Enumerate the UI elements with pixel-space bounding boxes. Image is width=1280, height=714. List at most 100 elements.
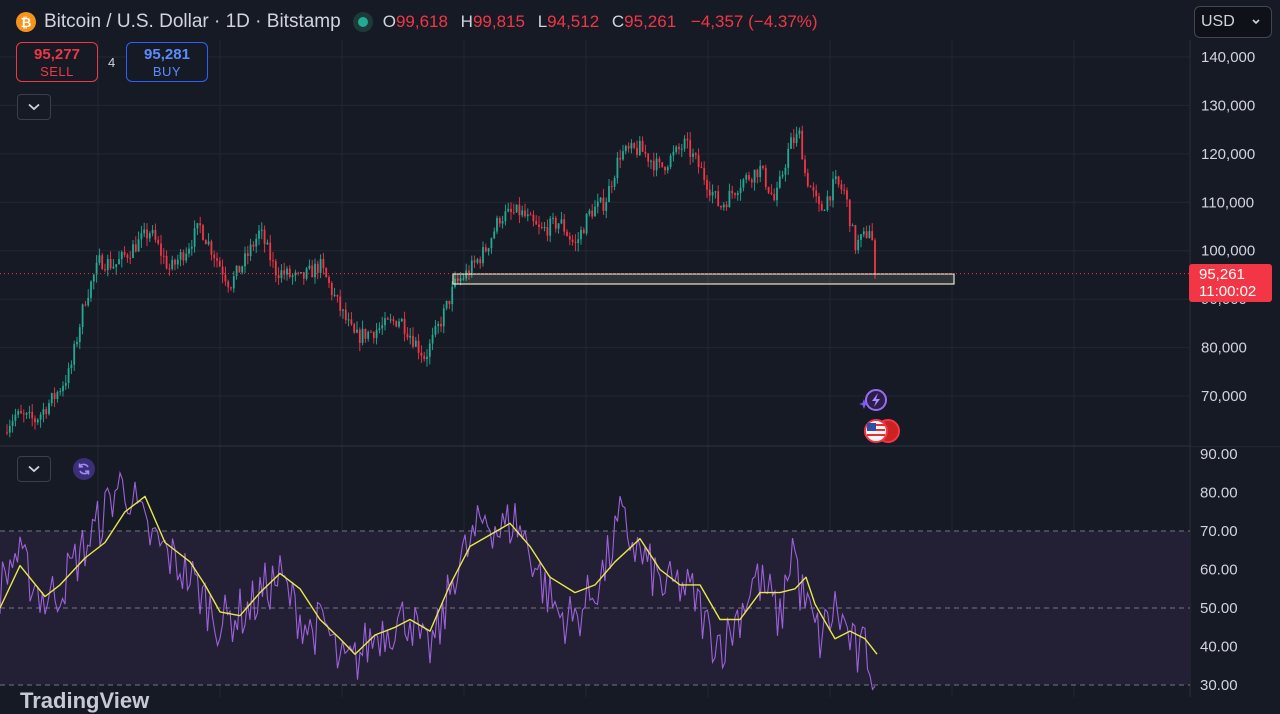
candle-body [594,206,596,217]
candle-body [347,319,350,321]
candle-body [510,208,512,213]
candle-body [862,231,865,235]
rsi-axis[interactable]: 90.00 80.00 70.00 60.00 50.00 40.00 30.00 [1200,446,1238,694]
candle-body [473,260,476,263]
candle-body [479,259,482,264]
candle-body [812,187,815,191]
candle-body [227,281,230,288]
candle-body [507,208,510,212]
rsi-axis-label: 70.00 [1200,523,1238,540]
candle-body [736,193,739,195]
candle-body [675,146,678,152]
candle-body [568,235,571,240]
chevron-down-icon [28,103,40,111]
candle-body [820,203,823,211]
support-zone-rectangle [452,273,955,285]
candle-body [272,260,274,262]
candle-body [644,151,647,154]
candle-body [148,233,151,239]
candle-body [207,241,210,245]
candle-body [784,167,787,175]
candle-body [689,140,692,157]
candle-body [213,254,216,259]
currency-value: USD [1201,13,1235,30]
refresh-icon[interactable] [73,458,95,480]
rsi-axis-label: 50.00 [1200,600,1238,617]
candle-body [333,294,336,296]
candle-body [316,263,319,273]
candle-body [445,300,448,309]
rsi-axis-label: 90.00 [1200,446,1238,463]
candle-body [857,239,860,251]
candle-body [756,169,759,178]
ohlc-values: O99,618 H99,815 L94,512 C95,261 −4,357 (… [383,12,818,32]
collapse-rsi-legend-button[interactable] [17,456,51,482]
candle-body [294,272,297,276]
flash-icon[interactable] [858,388,892,414]
buy-price: 95,281 [144,46,190,63]
candle-body [202,225,204,240]
candle-body [647,153,650,162]
candle-body [837,176,840,185]
candle-body [652,160,655,171]
candle-body [580,229,582,240]
candle-body [650,160,652,162]
candle-body [73,344,76,365]
candle-body [773,193,776,201]
low-value: 94,512 [547,12,600,31]
high-label: H [460,12,473,31]
candle-body [50,393,53,404]
candle-body [389,319,392,321]
collapse-legend-button[interactable] [17,94,51,120]
candle-body [25,413,28,415]
buy-label: BUY [152,64,182,79]
candle-body [826,196,829,210]
candle-body [260,229,263,231]
candle-body [697,155,700,168]
candle-body [160,243,162,256]
candle-body [28,411,31,414]
symbol-title[interactable]: Bitcoin / U.S. Dollar · 1D · Bitstamp [44,11,341,32]
rsi-axis-label: 80.00 [1200,485,1238,502]
candle-body [308,265,311,269]
candle-body [456,278,459,281]
candle-body [423,355,426,360]
chevron-down-icon [1252,19,1260,25]
candle-body [806,172,809,187]
candle-body [188,248,190,254]
chart-canvas[interactable]: 140,000130,000120,000110,000100,00090,00… [0,0,1280,697]
candle-body [325,268,328,278]
change-value: −4,357 (−4.37%) [690,12,818,31]
sell-button[interactable]: 95,277 SELL [16,42,98,82]
candle-body [56,391,59,400]
candle-body [311,265,314,278]
candle-body [767,187,770,193]
candle-body [412,335,414,347]
price-axis-label: 100,000 [1201,243,1255,260]
us-flag-icon[interactable] [862,418,902,444]
candle-body [731,190,734,194]
candle-body [798,130,801,134]
candle-body [291,275,294,277]
candle-body [277,275,280,278]
candle-body [409,335,412,338]
price-axis-label: 80,000 [1201,340,1247,357]
candle-body [162,255,165,257]
candle-body [680,148,683,150]
candle-body [386,318,389,320]
buy-button[interactable]: 95,281 BUY [126,42,208,82]
candle-body [608,185,610,203]
candle-body [328,277,330,283]
candle-body [300,272,302,274]
currency-select[interactable]: USD [1194,6,1272,38]
candle-body [692,153,694,157]
candle-body [442,308,445,327]
spread-value: 4 [108,55,116,70]
price-axis[interactable]: 140,000130,000120,000110,000100,00090,00… [1191,40,1280,446]
candle-body [406,333,409,338]
candle-body [20,410,22,414]
candle-body [339,296,342,311]
candle-body [302,272,305,279]
candle-body [515,204,518,213]
candle-body [395,320,398,327]
